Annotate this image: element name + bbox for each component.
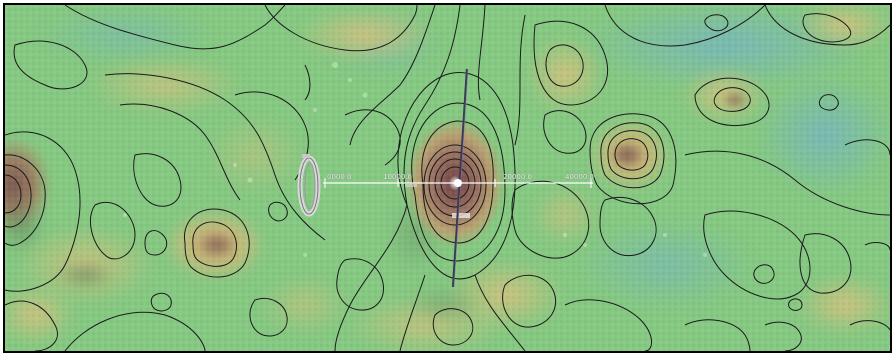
- terrain-speckles: [123, 62, 707, 257]
- contour-map[interactable]: 0000.0 10000.0 20000.0 40000.0: [3, 3, 892, 353]
- contour-lines: [5, 5, 890, 351]
- vertical-probe-icon[interactable]: [451, 68, 469, 288]
- tick-label-1: 10000.0: [383, 173, 412, 181]
- tick-label-3: 40000.0: [565, 173, 594, 181]
- tick-label-0: 0000.0: [327, 173, 352, 181]
- ring-icon[interactable]: [297, 154, 321, 217]
- tick-label-2: 20000.0: [503, 173, 532, 181]
